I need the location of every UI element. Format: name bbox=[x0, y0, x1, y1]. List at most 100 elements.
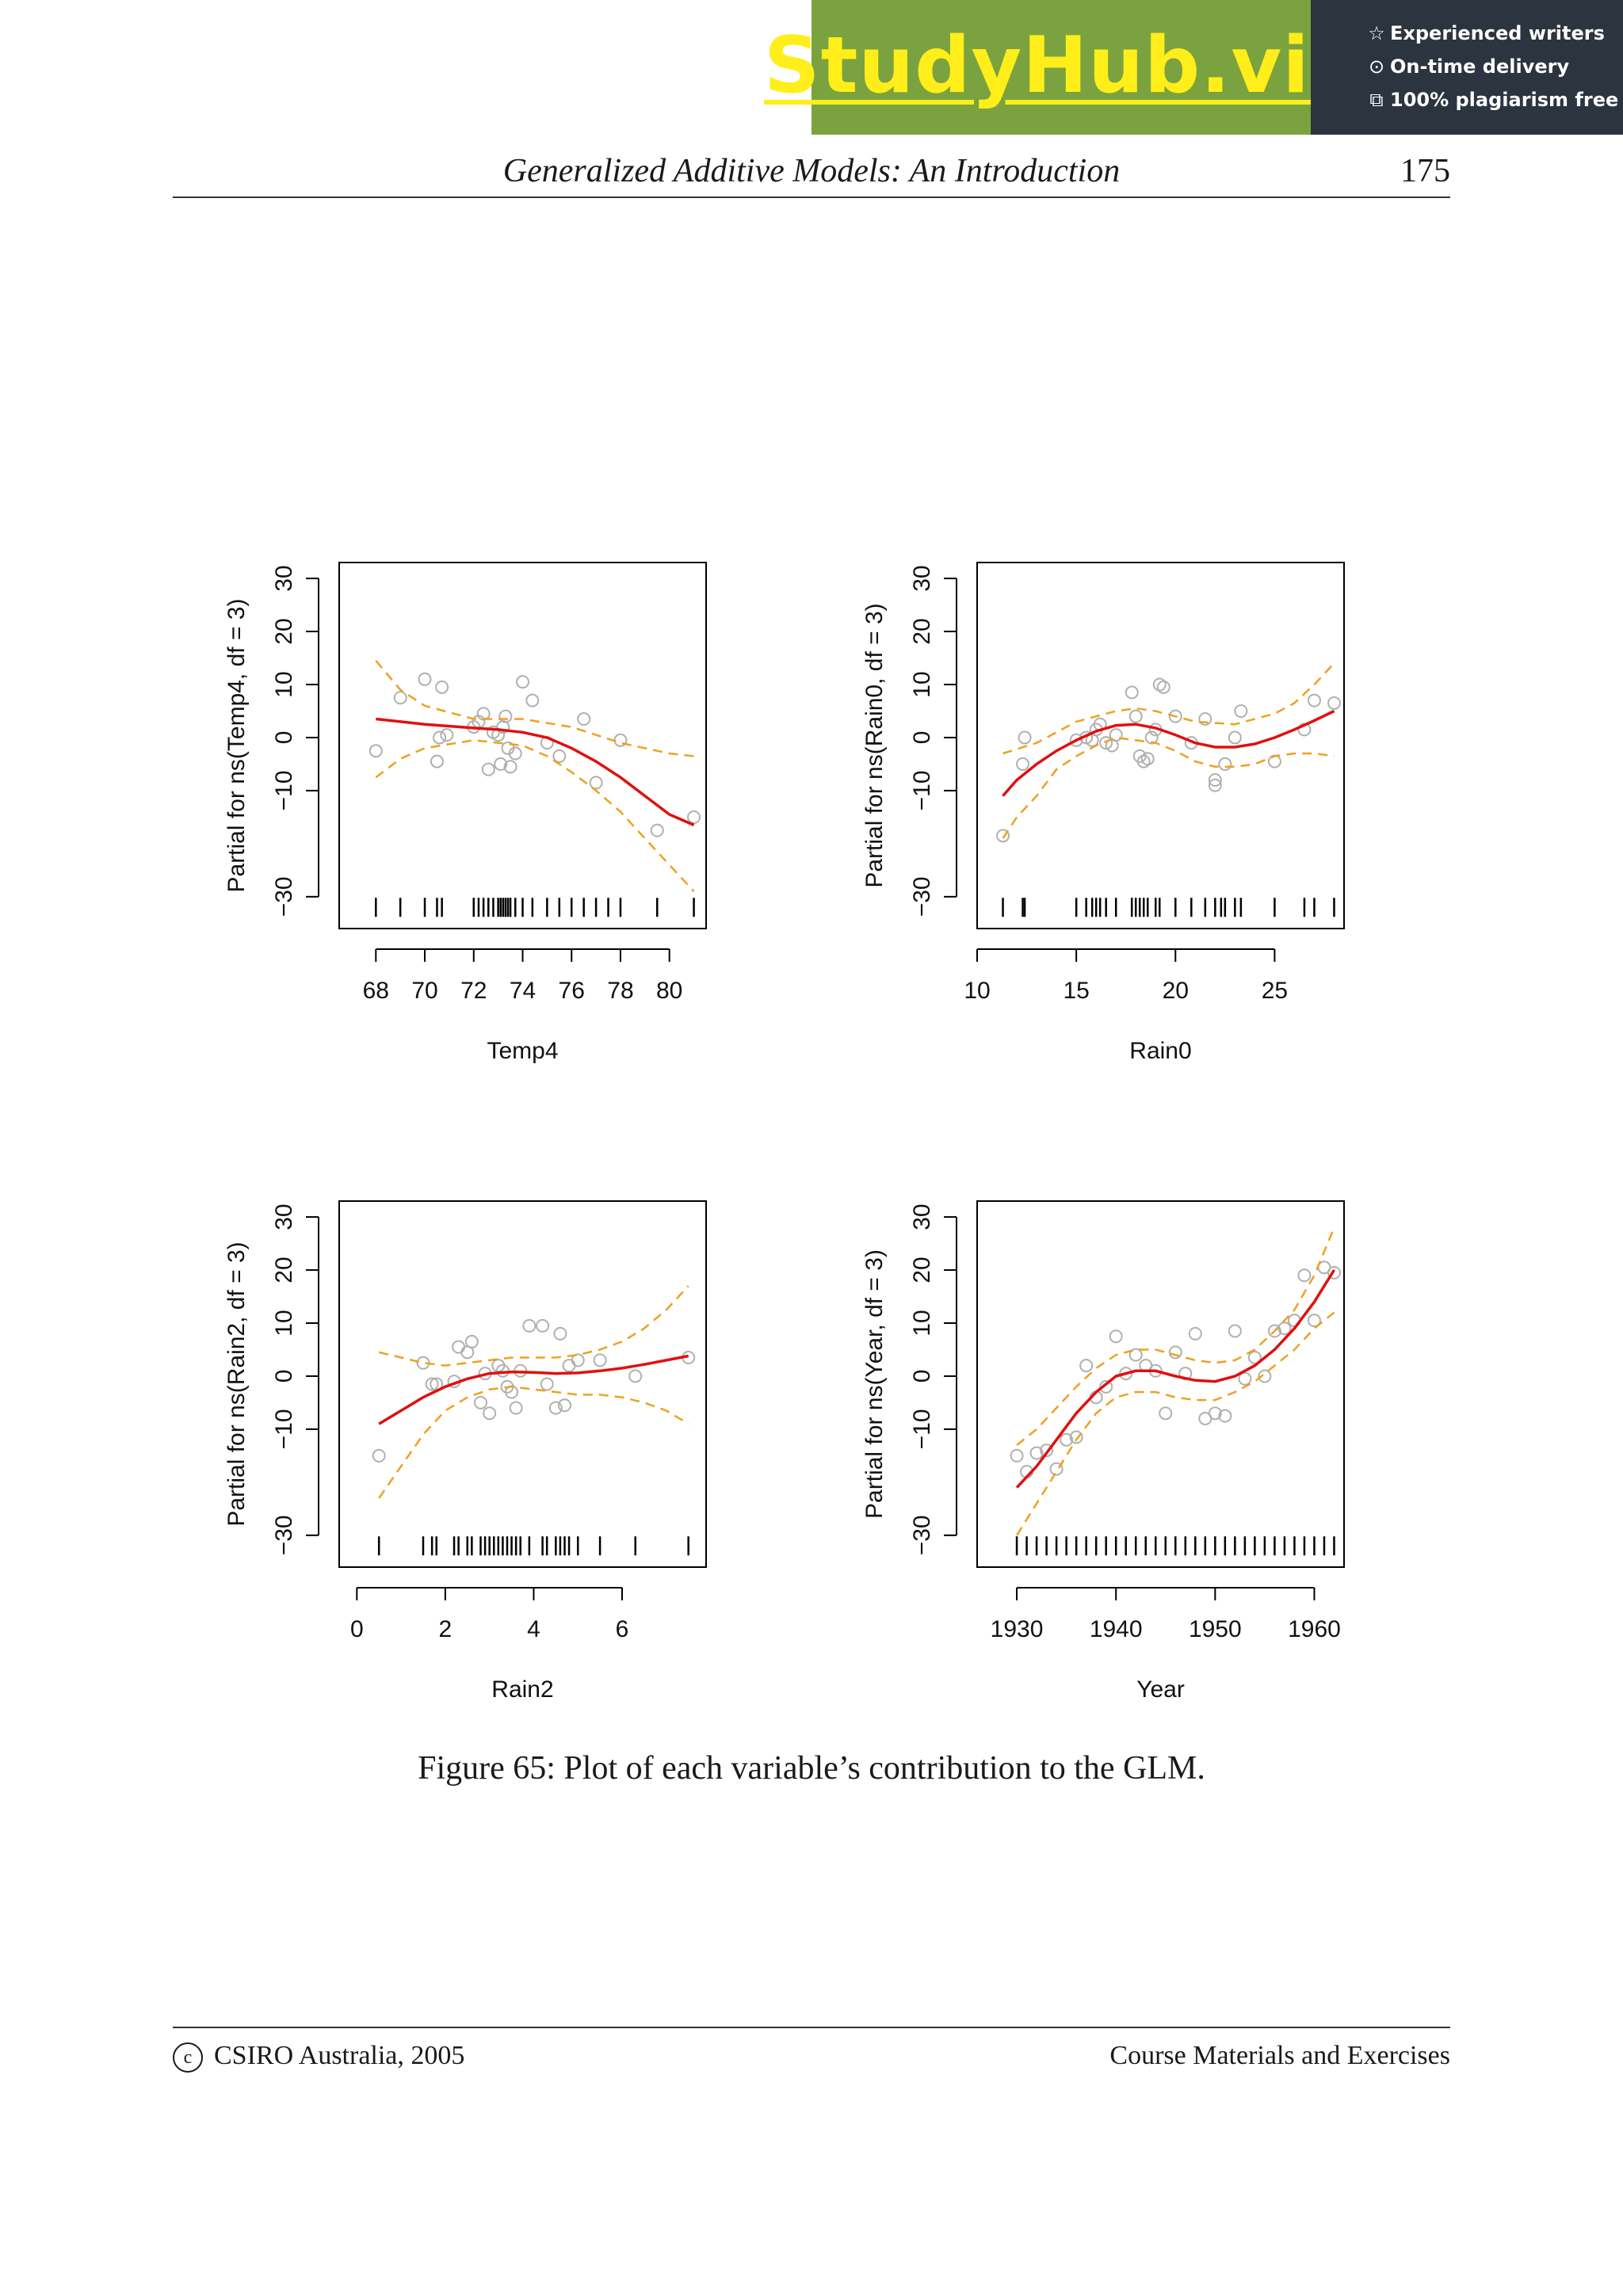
y-tick-label: 20 bbox=[271, 1257, 297, 1283]
badge-label: Experienced writers bbox=[1390, 22, 1605, 44]
data-point bbox=[593, 1353, 607, 1367]
y-tick-label: −10 bbox=[909, 770, 935, 810]
data-point bbox=[1198, 712, 1212, 727]
data-point bbox=[1267, 754, 1281, 769]
data-point bbox=[1258, 1369, 1272, 1383]
lower-band-line bbox=[1016, 1311, 1335, 1536]
y-tick-label: 10 bbox=[271, 671, 297, 697]
data-point bbox=[440, 728, 454, 742]
data-point bbox=[1069, 1430, 1083, 1444]
data-point bbox=[1099, 1379, 1113, 1394]
y-tick-label: −10 bbox=[271, 770, 297, 810]
y-tick-label: −10 bbox=[271, 1409, 297, 1449]
data-point bbox=[418, 672, 432, 686]
y-tick-label: 20 bbox=[909, 1257, 935, 1283]
data-point bbox=[1152, 677, 1167, 692]
y-tick-label: −30 bbox=[271, 876, 297, 917]
data-point bbox=[577, 712, 591, 727]
plot-frame bbox=[976, 1200, 1345, 1568]
data-point bbox=[430, 754, 444, 769]
upper-band-line bbox=[1002, 662, 1335, 755]
x-tick-label: 68 bbox=[363, 978, 389, 1004]
data-point bbox=[1060, 1432, 1074, 1447]
x-axis-label: Rain2 bbox=[491, 1676, 553, 1703]
data-point bbox=[552, 749, 567, 763]
x-tick-label: 2 bbox=[439, 1616, 453, 1642]
y-tick-label: 0 bbox=[909, 731, 935, 745]
plot-area bbox=[372, 1285, 696, 1556]
promo-banner[interactable]: StudyHub.vip ☆ Experienced writers ⊙ On-ti… bbox=[764, 0, 1623, 135]
x-tick-label: 72 bbox=[460, 978, 487, 1004]
data-point bbox=[1327, 1265, 1341, 1280]
data-point bbox=[1079, 1359, 1094, 1373]
page-number: 175 bbox=[1400, 153, 1450, 189]
fit-line bbox=[1002, 709, 1335, 797]
footer-right-text: Course Materials and Exercises bbox=[1109, 2041, 1450, 2070]
x-tick-label: 10 bbox=[964, 978, 990, 1004]
copy-icon: ⧉ bbox=[1369, 89, 1384, 111]
data-point bbox=[433, 730, 447, 745]
banner-badges-panel bbox=[1311, 0, 1623, 135]
y-tick-label: 30 bbox=[909, 1203, 935, 1230]
data-point bbox=[1099, 736, 1113, 750]
data-point bbox=[1327, 696, 1341, 710]
x-tick-label: 74 bbox=[510, 978, 536, 1004]
badge-plagiarism-free: ⧉ 100% plagiarism free bbox=[1366, 89, 1618, 111]
data-point bbox=[1144, 730, 1159, 745]
x-tick-label: 1960 bbox=[1288, 1616, 1341, 1642]
upper-band-line bbox=[1016, 1227, 1335, 1446]
data-point bbox=[1218, 757, 1232, 771]
lower-band-line bbox=[375, 739, 695, 892]
data-point bbox=[425, 1377, 439, 1391]
data-point bbox=[1018, 730, 1032, 745]
data-point bbox=[522, 1318, 537, 1333]
y-axis-label: Partial for ns(Year, df = 3) bbox=[861, 1249, 888, 1519]
data-point bbox=[1208, 778, 1222, 792]
plot-area bbox=[369, 660, 701, 917]
x-axis-label: Temp4 bbox=[487, 1038, 558, 1064]
data-point bbox=[1128, 709, 1143, 723]
footer-left-text: CSIRO Australia, 2005 bbox=[214, 2041, 465, 2070]
x-tick-label: 78 bbox=[607, 978, 633, 1004]
y-tick-label: 30 bbox=[271, 1203, 297, 1230]
data-point bbox=[452, 1340, 466, 1354]
data-point bbox=[1234, 704, 1248, 718]
x-tick-label: 1940 bbox=[1090, 1616, 1143, 1642]
x-tick-label: 70 bbox=[411, 978, 437, 1004]
y-tick-label: 20 bbox=[271, 618, 297, 644]
y-tick-label: −10 bbox=[909, 1409, 935, 1449]
data-point bbox=[464, 1334, 479, 1348]
y-tick-label: 10 bbox=[909, 1310, 935, 1336]
upper-band-line bbox=[378, 1285, 689, 1367]
plot-frame bbox=[338, 1200, 707, 1568]
x-tick-label: 4 bbox=[527, 1616, 540, 1642]
data-point bbox=[1297, 1268, 1312, 1283]
copyright-icon: c bbox=[173, 2042, 203, 2073]
data-point bbox=[435, 680, 449, 694]
x-tick-label: 80 bbox=[656, 978, 682, 1004]
x-axis-label: Year bbox=[1136, 1676, 1185, 1703]
data-point bbox=[1168, 1345, 1182, 1360]
lower-band-line bbox=[378, 1386, 689, 1499]
data-point bbox=[1125, 685, 1139, 700]
x-tick-label: 76 bbox=[559, 978, 585, 1004]
x-tick-label: 25 bbox=[1262, 978, 1288, 1004]
fit-line bbox=[378, 1354, 689, 1425]
x-tick-label: 6 bbox=[616, 1616, 629, 1642]
clock-icon: ⊙ bbox=[1368, 55, 1385, 78]
data-point bbox=[474, 1395, 488, 1409]
badge-experienced-writers: ☆ Experienced writers bbox=[1366, 22, 1605, 44]
data-point bbox=[536, 1318, 550, 1333]
data-point bbox=[553, 1326, 567, 1341]
banner-logo[interactable]: StudyHub.vip bbox=[764, 21, 1367, 111]
figure-caption: Figure 65: Plot of each variable’s contr… bbox=[418, 1750, 1205, 1787]
data-point bbox=[1156, 680, 1170, 694]
data-point bbox=[1128, 1348, 1143, 1362]
data-point bbox=[1208, 773, 1222, 788]
data-point bbox=[509, 1401, 523, 1415]
chart-panel-year: 1930 1940 1950 1960 Year −30 −10 0 10 20 30 Partial… bbox=[861, 1200, 1345, 1703]
data-point bbox=[1218, 1409, 1232, 1423]
banner-logo-panel[interactable]: StudyHub.vip bbox=[764, 0, 1367, 135]
data-point bbox=[1040, 1444, 1054, 1458]
data-point bbox=[1307, 1314, 1321, 1328]
